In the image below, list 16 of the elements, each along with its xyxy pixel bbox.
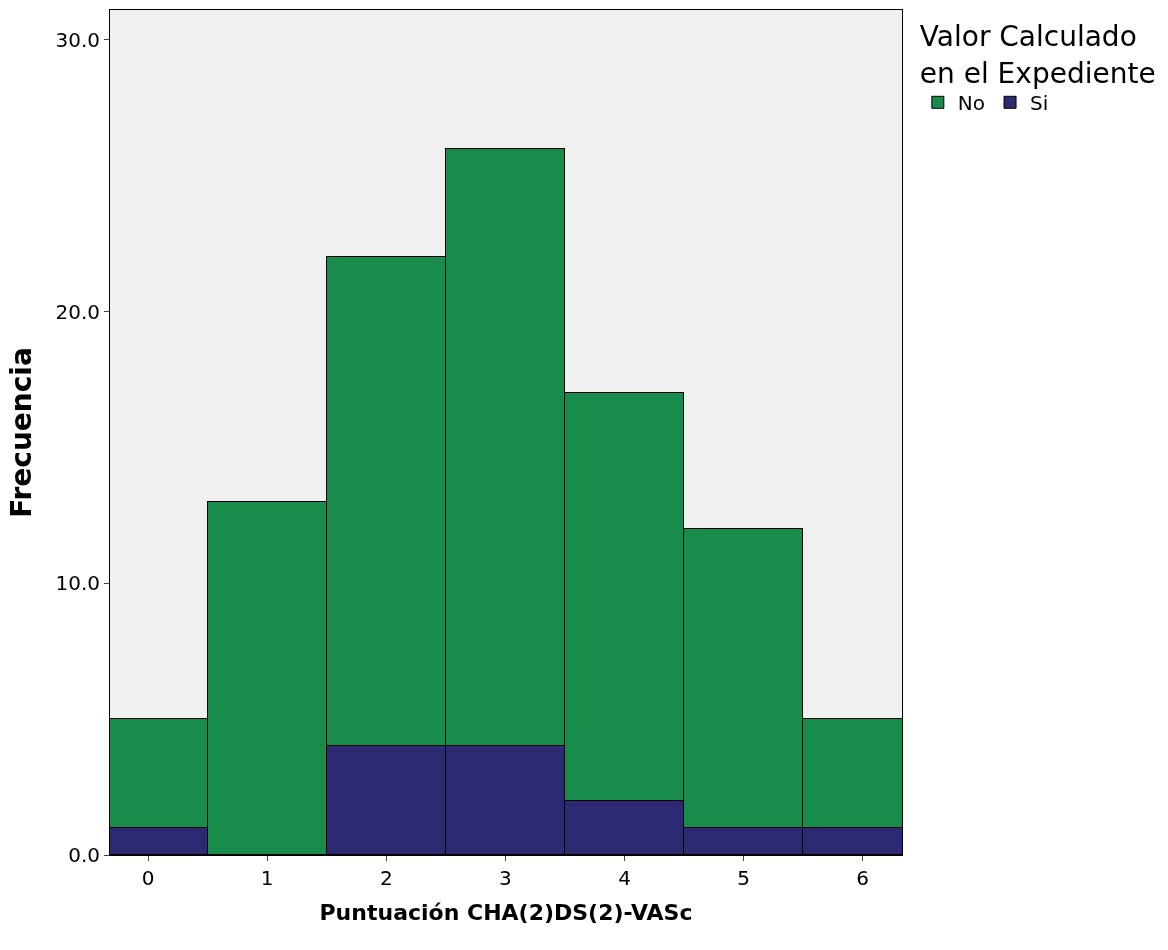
legend-label: Si — [1030, 91, 1049, 116]
y-tick-label: 20.0 — [55, 299, 100, 324]
x-tick-label: 6 — [856, 866, 870, 890]
x-tick-label: 5 — [737, 866, 750, 890]
x-tick-label: 1 — [260, 866, 274, 890]
x-tick-label: 3 — [499, 866, 512, 890]
legend-title: Valor Calculado en el Expediente — [919, 20, 1156, 90]
legend-label: No — [957, 91, 986, 116]
x-tick-label: 4 — [618, 866, 631, 890]
x-axis-title: Puntuación CHA(2)DS(2)-VASc — [319, 899, 693, 925]
y-tick-label: 30.0 — [55, 27, 100, 52]
x-tick-label: 0 — [141, 866, 155, 890]
y-axis-title: Frecuencia — [5, 347, 39, 518]
x-tick-label: 2 — [379, 866, 393, 890]
y-tick-label: 10.0 — [55, 571, 100, 596]
y-tick-label: 0.0 — [68, 843, 100, 867]
